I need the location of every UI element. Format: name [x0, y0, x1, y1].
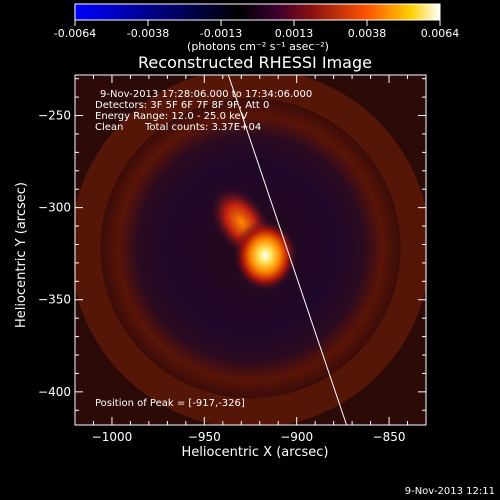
peak-source — [233, 219, 298, 292]
colorbar-unit: (photons cm⁻² s⁻¹ asec⁻²) — [187, 40, 329, 53]
y-tick-label: −350 — [38, 293, 71, 307]
colorbar-tick-label: -0.0013 — [200, 27, 242, 40]
plot-area: −1000 −950 −900 −850 −250 −300 −350 −400 — [38, 74, 427, 444]
x-tick-label: −850 — [373, 430, 406, 444]
y-tick-label: −400 — [38, 385, 71, 399]
colorbar-tick-label: 0.0038 — [348, 27, 387, 40]
colorbar-tick-label: -0.0064 — [54, 27, 96, 40]
chart-title: Reconstructed RHESSI Image — [138, 53, 372, 72]
axis-ticks: −1000 −950 −900 −850 −250 −300 −350 −400 — [38, 75, 426, 444]
colorbar-tick-label: 0.0013 — [275, 27, 314, 40]
algorithm-label: Clean — [95, 122, 123, 133]
y-tick-label: −300 — [38, 201, 71, 215]
x-tick-label: −900 — [280, 430, 313, 444]
colorbar-ticks: -0.0064 -0.0038 -0.0013 0.0013 0.0038 0.0064 — [54, 20, 459, 40]
footer-timestamp: 9-Nov-2013 12:11 — [405, 486, 495, 497]
colorbar-gradient — [74, 3, 441, 21]
peak-position-label: Position of Peak = [-917,-326] — [95, 398, 245, 409]
colorbar-tick-label: -0.0038 — [127, 27, 169, 40]
colorbar-tick-label: 0.0064 — [421, 27, 460, 40]
x-axis-label: Heliocentric X (arcsec) — [182, 445, 329, 460]
colorbar: -0.0064 -0.0038 -0.0013 0.0013 0.0038 0.0064 … — [54, 3, 459, 53]
plot-frame — [74, 74, 427, 426]
total-counts-label: Total counts: 3.37E+04 — [144, 122, 261, 133]
time-range-label: 9-Nov-2013 17:28:06.000 to 17:34:06.000 — [100, 89, 312, 100]
x-tick-label: −950 — [188, 430, 221, 444]
x-tick-label: −1000 — [92, 430, 133, 444]
y-tick-label: −250 — [38, 109, 71, 123]
energy-label: Energy Range: 12.0 - 25.0 keV — [95, 111, 248, 122]
solar-limb-line — [227, 75, 348, 425]
y-axis-label: Heliocentric Y (arcsec) — [14, 182, 29, 328]
detectors-label: Detectors: 3F 5F 6F 7F 8F 9F, Att 0 — [95, 100, 269, 111]
